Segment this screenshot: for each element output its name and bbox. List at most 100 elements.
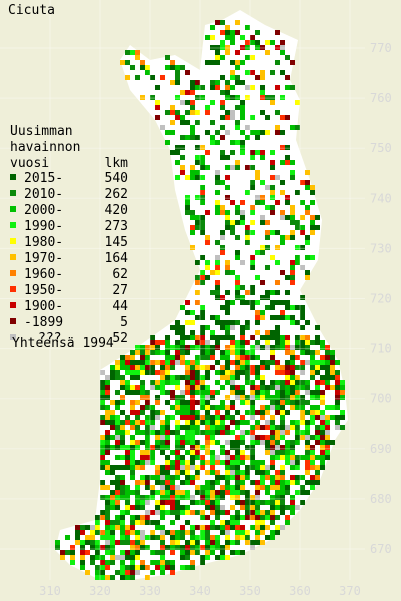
square [125,485,130,490]
square [315,405,320,410]
square [160,340,165,345]
square [255,275,260,280]
square [320,340,325,345]
square [310,370,315,375]
square [315,350,320,355]
square [180,405,185,410]
square [140,365,145,370]
square [180,115,185,120]
square [225,265,230,270]
square [260,315,265,320]
square [325,375,330,380]
square [285,300,290,305]
square [150,430,155,435]
square [150,335,155,340]
square [130,550,135,555]
square [260,540,265,545]
square [260,220,265,225]
square [160,365,165,370]
square [200,535,205,540]
square [160,370,165,375]
square [175,355,180,360]
square [105,420,110,425]
square [200,335,205,340]
square [245,430,250,435]
square [140,355,145,360]
square [270,100,275,105]
square [265,535,270,540]
square [170,480,175,485]
square [190,135,195,140]
square [200,155,205,160]
square [180,480,185,485]
square [120,570,125,575]
square [145,485,150,490]
square [235,160,240,165]
y-label: 670 [370,542,392,556]
square [110,465,115,470]
square [145,460,150,465]
y-label: 710 [370,342,392,356]
square [280,420,285,425]
square [165,485,170,490]
square [110,495,115,500]
square [270,475,275,480]
square [195,385,200,390]
square [200,145,205,150]
square [245,290,250,295]
square [325,380,330,385]
square [150,510,155,515]
square [170,345,175,350]
square [265,230,270,235]
square [310,405,315,410]
square [140,345,145,350]
square [310,355,315,360]
square [235,480,240,485]
square [195,300,200,305]
square [260,335,265,340]
square [155,560,160,565]
square [195,465,200,470]
square [230,335,235,340]
y-label: 750 [370,141,392,155]
square [255,480,260,485]
square [220,555,225,560]
square [185,420,190,425]
square [240,300,245,305]
square [260,280,265,285]
square [305,440,310,445]
square [260,85,265,90]
square [195,425,200,430]
square [155,385,160,390]
square [200,310,205,315]
square [190,475,195,480]
square [200,420,205,425]
square [140,545,145,550]
square [110,535,115,540]
square [300,490,305,495]
square [290,345,295,350]
square [130,525,135,530]
square [270,305,275,310]
square [255,330,260,335]
legend-label: 1970- [24,251,63,266]
square [105,470,110,475]
square [215,470,220,475]
square [255,340,260,345]
title: Cicuta [8,3,55,18]
square [225,215,230,220]
square [230,75,235,80]
square [175,175,180,180]
square [305,275,310,280]
square [200,200,205,205]
square [270,520,275,525]
square [235,120,240,125]
square [275,435,280,440]
square [235,205,240,210]
square [175,115,180,120]
square [330,375,335,380]
square [200,405,205,410]
square [210,35,215,40]
square [245,410,250,415]
square [265,465,270,470]
